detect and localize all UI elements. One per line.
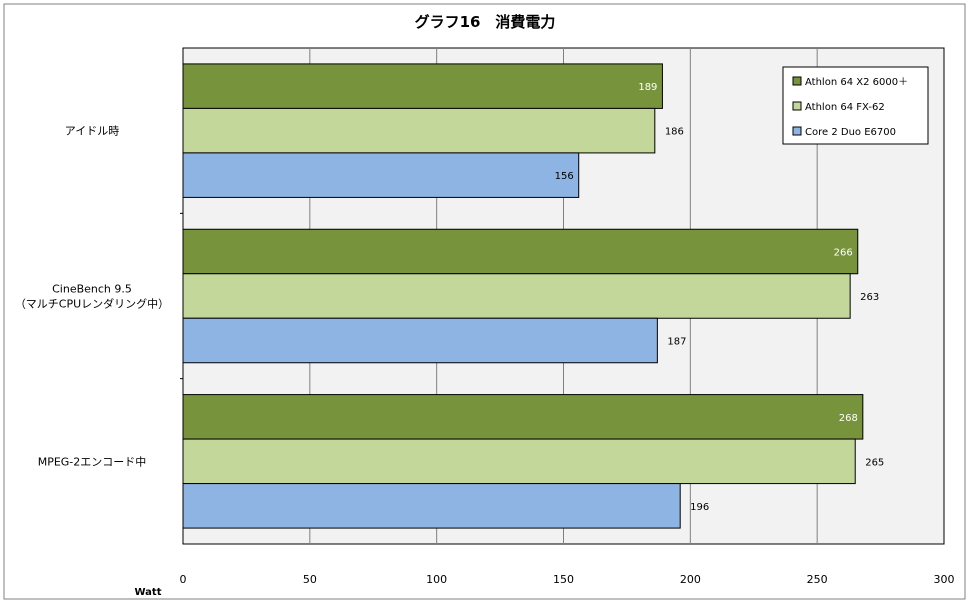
bar — [182, 228, 859, 275]
legend-box — [782, 66, 929, 145]
x-tick-label: 300 — [934, 573, 955, 586]
legend-swatch — [792, 101, 802, 111]
x-tick-label: 200 — [680, 573, 701, 586]
x-tick-label: 50 — [303, 573, 317, 586]
bar — [182, 483, 681, 529]
legend-swatch — [792, 126, 802, 136]
category-label: アイドル時 — [65, 125, 119, 138]
category-label: MPEG-2エンコード中 — [38, 455, 147, 468]
x-tick-label: 250 — [807, 573, 828, 586]
chart-title: グラフ16 消費電力 — [415, 13, 556, 31]
legend-entry-label: Athlon 64 X2 6000＋ — [805, 77, 908, 88]
bar-value-label: 196 — [690, 502, 709, 513]
bar-value-label: 189 — [638, 82, 657, 93]
category-label: （マルチCPUレンダリング中） — [15, 297, 169, 311]
category-label: CineBench 9.5 — [52, 283, 132, 296]
bar — [182, 63, 663, 109]
data-labels: 189 186 156 266 263 187 268 265 196 — [555, 82, 885, 513]
bar — [182, 273, 851, 319]
bar — [182, 394, 864, 440]
legend-entry-label: Core 2 Duo E6700 — [805, 127, 896, 138]
x-tick-label: 150 — [553, 573, 574, 586]
bar-value-label: 263 — [860, 292, 879, 303]
axes: 0 50 100 150 200 250 300 アイドル時 CineBench 9.5（マルチ… — [15, 125, 955, 586]
bar — [182, 152, 580, 198]
bar — [182, 107, 656, 154]
bar-value-label: 268 — [839, 413, 858, 424]
bar — [182, 438, 856, 485]
legend-swatch — [792, 76, 802, 86]
bar-value-label: 265 — [865, 457, 884, 468]
bar — [182, 317, 658, 364]
x-axis-title: Watt — [135, 587, 162, 598]
legend-entry-label: Athlon 64 FX-62 — [805, 102, 885, 113]
bar-value-label: 156 — [555, 171, 574, 182]
bar-value-label: 187 — [667, 337, 686, 348]
x-tick-label: 100 — [426, 573, 447, 586]
legend: Athlon 64 X2 6000＋ Athlon 64 FX-62 Core 2 … — [782, 66, 929, 145]
bars — [182, 63, 864, 529]
x-tick-label: 0 — [180, 573, 187, 586]
bar-value-label: 186 — [665, 127, 684, 138]
bar-value-label: 266 — [834, 248, 853, 259]
